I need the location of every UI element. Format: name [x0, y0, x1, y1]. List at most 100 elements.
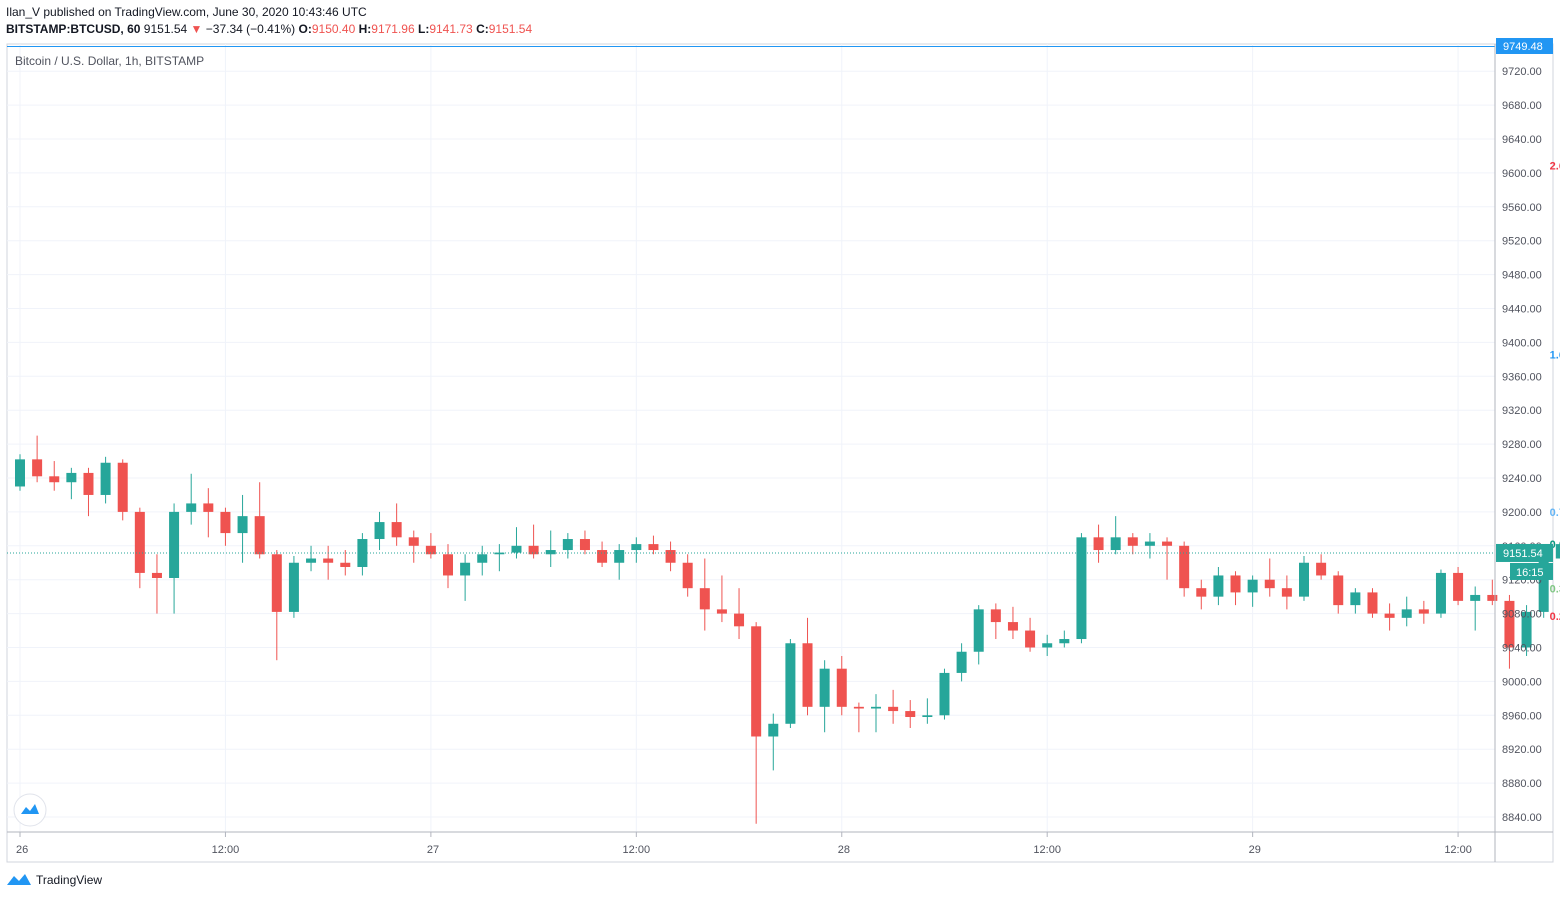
tradingview-icon: [21, 804, 39, 814]
candle: [511, 527, 522, 559]
candle-body: [134, 511, 145, 573]
low-value: 9141.73: [429, 22, 473, 36]
candle-body: [665, 550, 676, 563]
candle-body: [1196, 588, 1207, 597]
candle-body: [545, 550, 556, 555]
candle-body: [1333, 575, 1344, 606]
price-tick-label: 9320.00: [1502, 405, 1542, 417]
candle-body: [357, 539, 368, 567]
candle: [1127, 533, 1138, 555]
candle-body: [1470, 594, 1481, 601]
candle-body: [66, 472, 77, 483]
price-tick-label: 9640.00: [1502, 134, 1542, 146]
candle: [1230, 571, 1241, 606]
candle: [888, 689, 899, 724]
candle-body: [1162, 541, 1173, 546]
candle: [922, 698, 933, 724]
price-tick-label: 9520.00: [1502, 236, 1542, 248]
candles: [15, 435, 1560, 824]
candle-body: [1521, 611, 1532, 648]
candle: [203, 488, 214, 538]
candle: [494, 544, 505, 572]
candle-body: [631, 544, 642, 551]
fib-level-label-0.382: 0.382(9101.40): [1550, 583, 1560, 595]
candle: [1453, 566, 1464, 606]
candle: [1007, 606, 1018, 640]
time-tick-label: 29: [1249, 844, 1261, 856]
candle-body: [151, 572, 162, 579]
symbol-name: BITSTAMP:BTCUSD, 60: [6, 22, 141, 36]
price-tick-label: 9080.00: [1502, 609, 1542, 621]
candle-body: [288, 562, 299, 612]
fib-level-label-2.618: 2.618(9600.33): [1550, 161, 1560, 173]
candle: [100, 456, 111, 504]
candle: [956, 643, 967, 682]
candle-body: [973, 609, 984, 652]
candle: [288, 555, 299, 618]
candle-body: [819, 668, 830, 707]
candle-body: [1555, 544, 1560, 559]
candle: [1025, 617, 1036, 652]
overlays: [7, 46, 1495, 554]
close-label: C:: [476, 22, 489, 36]
fib-extension[interactable]: 0(9016.16)0.236(9068.82)0.382(9101.40)0.…: [1550, 161, 1560, 668]
price-tick-label: 9240.00: [1502, 473, 1542, 485]
current-price-label: 9151.54: [1503, 548, 1543, 560]
candle-body: [83, 472, 94, 495]
footer-brand: TradingView: [36, 873, 103, 887]
footer: TradingView: [6, 873, 102, 887]
high-value: 9171.96: [371, 22, 415, 36]
price-axis[interactable]: 8840.00 8880.00 8920.00 8960.00 9000.00 9040.…: [1496, 38, 1553, 824]
candle: [306, 545, 317, 572]
time-tick-label: 12:00: [212, 844, 240, 856]
fib-level-label-0.786: 0.786(9191.55): [1550, 507, 1560, 519]
price-tick-label: 8960.00: [1502, 710, 1542, 722]
candle: [528, 524, 539, 559]
price-change: −37.34 (−0.41%): [205, 22, 296, 36]
candle-body: [391, 522, 402, 538]
candle: [271, 550, 282, 661]
candle: [785, 639, 796, 729]
candle: [973, 605, 984, 665]
time-axis[interactable]: 2612:002712:002812:002912:003012:00Jul12…: [16, 832, 1560, 856]
candle: [597, 541, 608, 567]
candle-body: [785, 643, 796, 724]
candle-body: [1110, 537, 1121, 551]
candle-body: [1230, 575, 1241, 593]
candle: [1196, 579, 1207, 610]
price-tick-label: 8920.00: [1502, 744, 1542, 756]
candle-body: [562, 539, 573, 551]
candle-body: [1418, 609, 1429, 614]
candle: [579, 530, 590, 555]
candle: [357, 533, 368, 576]
price-tick-label: 9600.00: [1502, 168, 1542, 180]
time-tick-label: 28: [838, 844, 850, 856]
time-tick-label: 12:00: [1444, 844, 1472, 856]
candle: [1110, 516, 1121, 555]
candle-body: [408, 537, 419, 546]
last-price: 9151.54: [143, 22, 188, 36]
candle-body: [1144, 541, 1155, 546]
countdown-badge: [1510, 562, 1553, 580]
candle-body: [460, 562, 471, 576]
candle-body: [169, 511, 180, 579]
candle: [477, 545, 488, 576]
candle: [374, 511, 385, 551]
candle: [1144, 533, 1155, 559]
price-tick-label: 9040.00: [1502, 643, 1542, 655]
candle: [665, 541, 676, 572]
price-tick-label: 9440.00: [1502, 304, 1542, 316]
open-value: 9150.40: [311, 22, 356, 36]
candle: [1401, 596, 1412, 627]
candle-body: [1213, 575, 1224, 597]
candle: [391, 503, 402, 546]
tv-logo-button[interactable]: [13, 793, 47, 827]
top-price-label: 9749.48: [1503, 41, 1543, 53]
chart-frame: [6, 43, 1554, 863]
candle: [802, 617, 813, 716]
candle-body: [1316, 562, 1327, 576]
candle: [836, 655, 847, 716]
candle-body: [32, 459, 43, 477]
candle-body: [648, 544, 659, 551]
